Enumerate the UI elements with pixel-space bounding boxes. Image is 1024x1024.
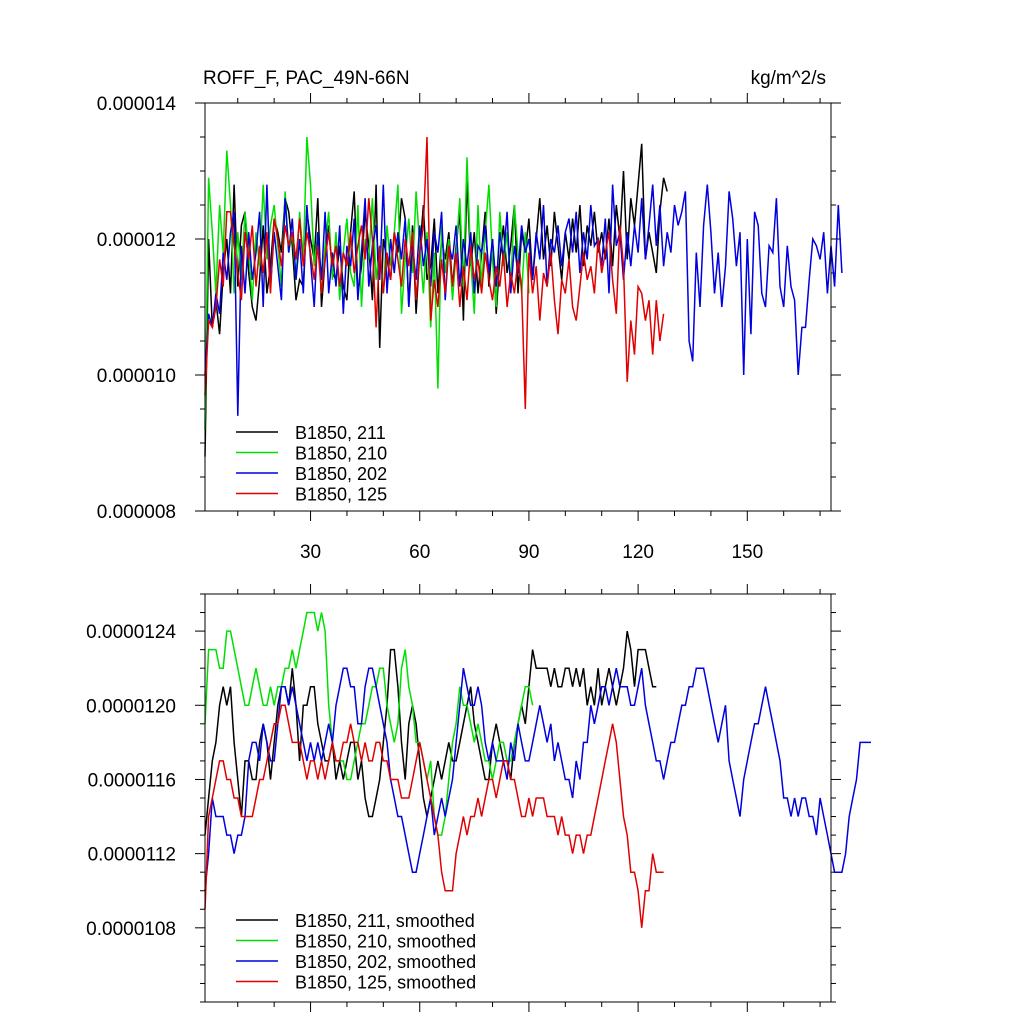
x-tick-label: 150	[731, 542, 763, 563]
legend-label: B1850, 202	[295, 464, 387, 484]
legend-label: B1850, 210	[295, 444, 387, 464]
legend-label: B1850, 125, smoothed	[295, 973, 476, 993]
legend-label: B1850, 125	[295, 485, 387, 505]
series-line-B1850_210	[204, 611, 534, 836]
y-tick-label: 0.000014	[97, 94, 177, 115]
chart-title-left: ROFF_F, PAC_49N-66N	[203, 68, 410, 89]
plot-frame	[204, 102, 832, 512]
y-tick-label: 0.0000124	[86, 622, 176, 643]
x-tick-label: 60	[409, 542, 430, 563]
legend-label: B1850, 202, smoothed	[295, 952, 476, 972]
y-tick-label: 0.000010	[97, 366, 176, 387]
series-line-B1850_202	[204, 184, 843, 416]
y-tick-label: 0.0000120	[86, 696, 176, 717]
x-tick-label: 30	[300, 542, 321, 563]
y-tick-label: 0.0000112	[88, 845, 176, 866]
series-line-B1850_202	[204, 667, 871, 891]
legend-label: B1850, 211, smoothed	[295, 911, 475, 931]
series-line-B1850_125	[204, 136, 665, 410]
top-panel: 30 60 90 120 150 0.000008 0.000010 0.000012 0.00…	[97, 93, 843, 563]
bottom-panel: 0.0000108 0.0000112 0.0000116 0.0000120 0.00…	[86, 584, 871, 1012]
y-tick-label: 0.0000108	[86, 919, 176, 940]
plot-frame	[204, 593, 832, 1003]
series-line-B1850_125	[204, 704, 664, 928]
series-line-B1850_211	[204, 143, 668, 457]
x-tick-label: 120	[622, 542, 654, 563]
x-tick-label: 90	[518, 542, 539, 563]
y-tick-label: 0.0000116	[88, 770, 176, 791]
y-tick-label: 0.000012	[97, 230, 176, 251]
chart-title-right: kg/m^2/s	[751, 68, 826, 89]
legend-label: B1850, 211	[295, 423, 386, 443]
y-tick-label: 0.000008	[97, 502, 176, 523]
legend-label: B1850, 210, smoothed	[295, 932, 476, 952]
